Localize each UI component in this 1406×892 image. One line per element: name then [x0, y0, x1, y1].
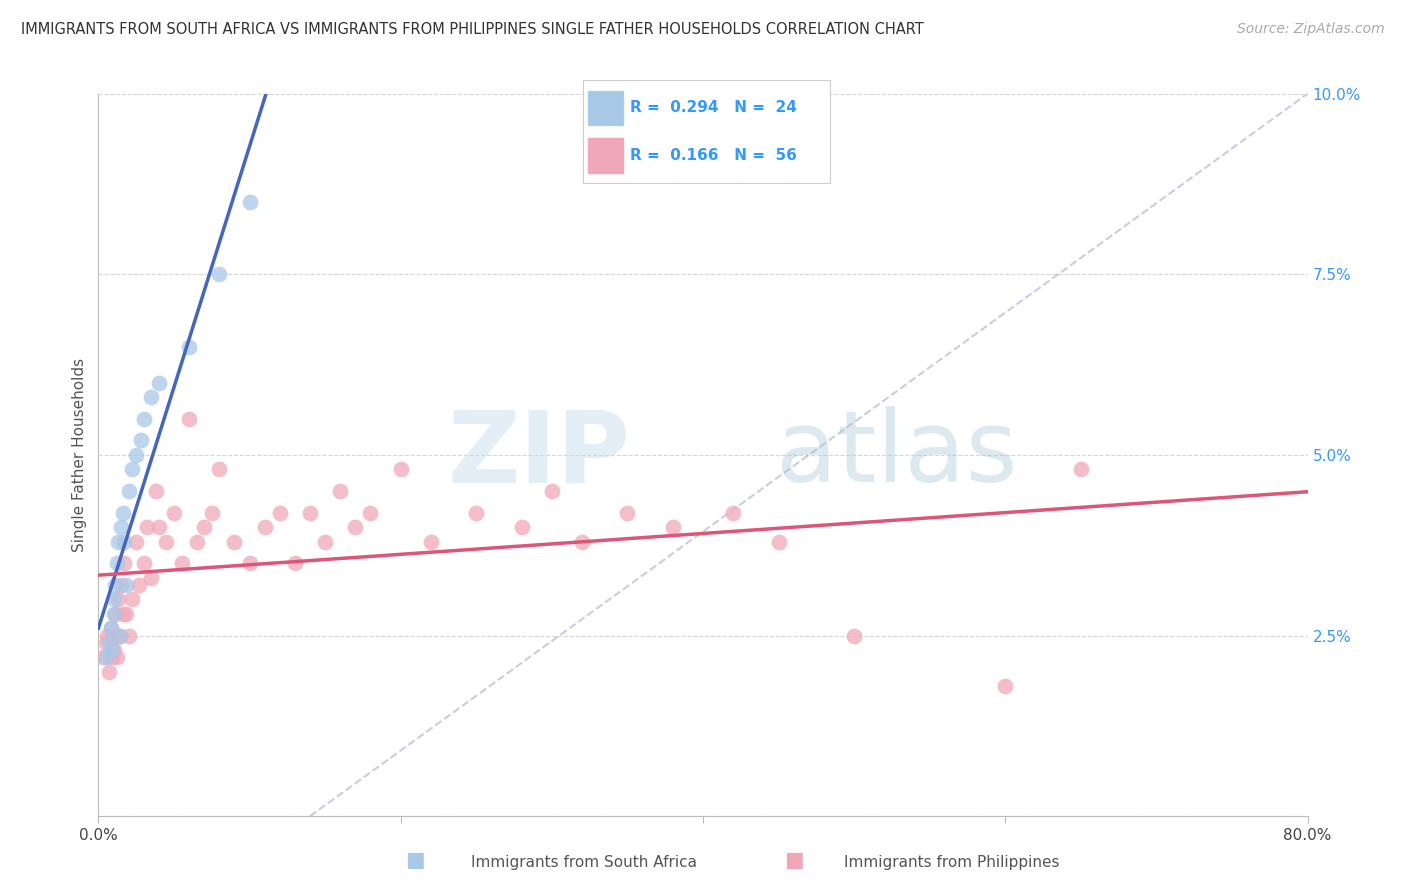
Point: [129, 434, 152, 448]
Point: [141, 571, 163, 585]
Point: [114, 578, 136, 592]
Text: ■: ■: [405, 850, 425, 870]
Point: [661, 520, 683, 534]
Point: [94, 636, 117, 650]
Point: [110, 578, 132, 592]
Point: [571, 534, 593, 549]
Point: [155, 534, 177, 549]
Point: [104, 607, 127, 621]
Point: [114, 607, 136, 621]
Text: Source: ZipAtlas.com: Source: ZipAtlas.com: [1237, 22, 1385, 37]
Point: [141, 390, 163, 404]
Point: [540, 483, 562, 498]
Point: [170, 557, 193, 571]
Point: [121, 592, 143, 607]
Text: Immigrants from Philippines: Immigrants from Philippines: [844, 855, 1059, 870]
Point: [94, 650, 117, 665]
Point: [107, 592, 129, 607]
Y-axis label: Single Father Households: Single Father Households: [72, 358, 87, 552]
Point: [125, 534, 148, 549]
Point: [253, 520, 276, 534]
Point: [179, 339, 201, 353]
Point: [135, 520, 157, 534]
Point: [201, 506, 224, 520]
Point: [108, 628, 131, 642]
Point: [103, 607, 125, 621]
Point: [104, 578, 127, 592]
Point: [132, 412, 155, 426]
Point: [1070, 462, 1092, 476]
Point: [420, 534, 443, 549]
Point: [389, 462, 412, 476]
Point: [125, 448, 148, 462]
Point: [118, 483, 141, 498]
Point: [239, 557, 262, 571]
Text: R =  0.294   N =  24: R = 0.294 N = 24: [630, 101, 797, 115]
Point: [96, 628, 118, 642]
Point: [111, 607, 134, 621]
Text: ■: ■: [785, 850, 804, 870]
Point: [994, 679, 1017, 693]
Point: [465, 506, 488, 520]
Point: [110, 520, 132, 534]
Point: [101, 650, 124, 665]
Point: [101, 643, 124, 657]
Point: [121, 462, 143, 476]
Point: [105, 650, 128, 665]
Text: IMMIGRANTS FROM SOUTH AFRICA VS IMMIGRANTS FROM PHILIPPINES SINGLE FATHER HOUSEH: IMMIGRANTS FROM SOUTH AFRICA VS IMMIGRAN…: [21, 22, 924, 37]
Point: [132, 557, 155, 571]
Point: [314, 534, 336, 549]
Point: [148, 376, 170, 390]
Point: [329, 483, 352, 498]
Point: [98, 665, 121, 679]
Point: [112, 534, 135, 549]
Point: [510, 520, 533, 534]
Point: [844, 628, 866, 642]
Point: [111, 506, 134, 520]
Point: [100, 621, 122, 635]
Point: [103, 643, 125, 657]
Point: [108, 628, 131, 642]
Point: [100, 621, 122, 635]
Point: [112, 557, 135, 571]
Point: [239, 195, 262, 210]
Point: [179, 412, 201, 426]
Point: [208, 462, 231, 476]
Point: [103, 592, 125, 607]
Point: [193, 520, 215, 534]
Point: [723, 506, 745, 520]
Point: [91, 650, 114, 665]
Point: [360, 506, 382, 520]
Point: [118, 628, 141, 642]
Point: [269, 506, 291, 520]
FancyBboxPatch shape: [589, 91, 623, 126]
Point: [616, 506, 638, 520]
Point: [186, 534, 208, 549]
Point: [224, 534, 246, 549]
Point: [105, 557, 128, 571]
Point: [145, 483, 167, 498]
Point: [128, 578, 150, 592]
Point: [148, 520, 170, 534]
Point: [103, 628, 125, 642]
Point: [284, 557, 307, 571]
Text: R =  0.166   N =  56: R = 0.166 N = 56: [630, 148, 797, 162]
Point: [299, 506, 322, 520]
FancyBboxPatch shape: [589, 137, 623, 173]
Point: [768, 534, 790, 549]
Point: [344, 520, 367, 534]
Point: [163, 506, 186, 520]
Text: atlas: atlas: [776, 407, 1017, 503]
Point: [98, 636, 121, 650]
Text: ZIP: ZIP: [447, 407, 630, 503]
Point: [107, 534, 129, 549]
Point: [208, 268, 231, 282]
Text: Immigrants from South Africa: Immigrants from South Africa: [471, 855, 697, 870]
